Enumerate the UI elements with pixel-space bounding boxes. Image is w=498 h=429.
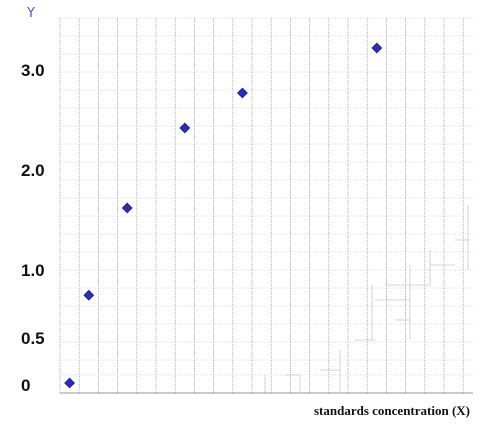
data-point [179, 122, 191, 134]
data-point [83, 289, 95, 301]
y-tick-label: 2.0 [21, 161, 45, 180]
x-axis-label: standards concentration (X) [314, 403, 470, 418]
data-point [371, 42, 383, 54]
data-points [64, 42, 383, 389]
y-tick-label: 0.5 [21, 329, 45, 348]
data-point [236, 87, 248, 99]
y-tick-label: 0 [21, 376, 30, 395]
grid [59, 17, 473, 393]
y-axis-label: Y [26, 6, 35, 21]
y-tick-label: 3.0 [21, 61, 45, 80]
y-tick-labels: 0 0.5 1.0 2.0 3.0 [21, 61, 45, 395]
data-point [121, 202, 133, 214]
y-tick-label: 1.0 [21, 261, 45, 280]
data-point [64, 377, 76, 389]
faint-background-marks [264, 205, 470, 393]
